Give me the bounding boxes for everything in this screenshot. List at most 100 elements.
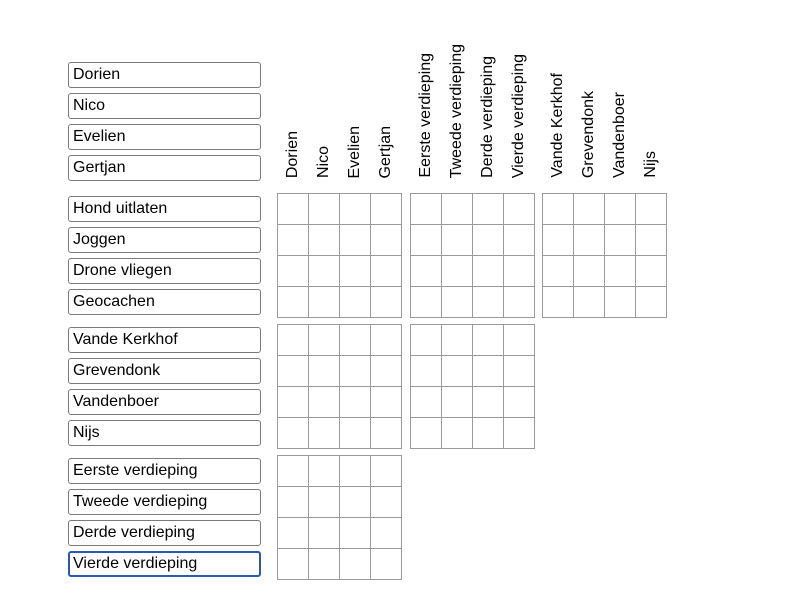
grid-cell[interactable] xyxy=(442,287,473,318)
grid-cell[interactable] xyxy=(411,287,442,318)
grid-cell[interactable] xyxy=(371,387,402,418)
grid-cell[interactable] xyxy=(504,387,535,418)
row-label-field[interactable]: Tweede verdieping xyxy=(68,489,261,515)
grid-cell[interactable] xyxy=(340,256,371,287)
grid-cell[interactable] xyxy=(574,194,605,225)
grid-cell[interactable] xyxy=(574,287,605,318)
grid-cell[interactable] xyxy=(442,256,473,287)
grid-cell[interactable] xyxy=(411,418,442,449)
grid-cell[interactable] xyxy=(473,418,504,449)
grid-cell[interactable] xyxy=(411,325,442,356)
row-label-field[interactable]: Evelien xyxy=(68,124,261,150)
grid-cell[interactable] xyxy=(473,287,504,318)
grid-cell[interactable] xyxy=(371,487,402,518)
grid-cell[interactable] xyxy=(442,356,473,387)
grid-cell[interactable] xyxy=(340,356,371,387)
grid-cell[interactable] xyxy=(605,256,636,287)
row-label-field[interactable]: Gertjan xyxy=(68,155,261,181)
grid-cell[interactable] xyxy=(278,194,309,225)
grid-cell[interactable] xyxy=(504,256,535,287)
row-label-field[interactable]: Dorien xyxy=(68,62,261,88)
row-label-field[interactable]: Joggen xyxy=(68,227,261,253)
grid-cell[interactable] xyxy=(543,287,574,318)
row-label-field[interactable]: Grevendonk xyxy=(68,358,261,384)
grid-cell[interactable] xyxy=(371,225,402,256)
grid-cell[interactable] xyxy=(442,387,473,418)
grid-cell[interactable] xyxy=(605,194,636,225)
grid-cell[interactable] xyxy=(411,194,442,225)
grid-cell[interactable] xyxy=(340,194,371,225)
grid-cell[interactable] xyxy=(371,194,402,225)
grid-cell[interactable] xyxy=(371,356,402,387)
grid-cell[interactable] xyxy=(309,549,340,580)
row-label-field[interactable]: Drone vliegen xyxy=(68,258,261,284)
grid-cell[interactable] xyxy=(636,225,667,256)
grid-cell[interactable] xyxy=(371,518,402,549)
grid-cell[interactable] xyxy=(340,287,371,318)
grid-cell[interactable] xyxy=(309,518,340,549)
grid-cell[interactable] xyxy=(278,356,309,387)
grid-cell[interactable] xyxy=(574,225,605,256)
grid-cell[interactable] xyxy=(411,356,442,387)
row-label-field[interactable]: Geocachen xyxy=(68,289,261,315)
grid-cell[interactable] xyxy=(442,325,473,356)
grid-cell[interactable] xyxy=(371,256,402,287)
grid-cell[interactable] xyxy=(340,487,371,518)
grid-cell[interactable] xyxy=(411,225,442,256)
grid-cell[interactable] xyxy=(504,356,535,387)
grid-cell[interactable] xyxy=(340,225,371,256)
grid-cell[interactable] xyxy=(473,387,504,418)
grid-cell[interactable] xyxy=(309,194,340,225)
grid-cell[interactable] xyxy=(340,325,371,356)
grid-cell[interactable] xyxy=(504,418,535,449)
row-label-field[interactable]: Vandenboer xyxy=(68,389,261,415)
grid-cell[interactable] xyxy=(473,256,504,287)
grid-cell[interactable] xyxy=(636,194,667,225)
grid-cell[interactable] xyxy=(309,456,340,487)
grid-cell[interactable] xyxy=(543,225,574,256)
grid-cell[interactable] xyxy=(442,418,473,449)
grid-cell[interactable] xyxy=(340,418,371,449)
grid-cell[interactable] xyxy=(371,325,402,356)
grid-cell[interactable] xyxy=(278,325,309,356)
grid-cell[interactable] xyxy=(309,287,340,318)
row-label-field[interactable]: Vande Kerkhof xyxy=(68,327,261,353)
grid-cell[interactable] xyxy=(309,356,340,387)
grid-cell[interactable] xyxy=(278,456,309,487)
grid-cell[interactable] xyxy=(411,387,442,418)
grid-cell[interactable] xyxy=(605,225,636,256)
grid-cell[interactable] xyxy=(278,487,309,518)
row-label-field[interactable]: Nico xyxy=(68,93,261,119)
grid-cell[interactable] xyxy=(574,256,605,287)
grid-cell[interactable] xyxy=(371,287,402,318)
grid-cell[interactable] xyxy=(278,225,309,256)
row-label-field[interactable]: Nijs xyxy=(68,420,261,446)
grid-cell[interactable] xyxy=(543,256,574,287)
grid-cell[interactable] xyxy=(371,418,402,449)
grid-cell[interactable] xyxy=(309,487,340,518)
grid-cell[interactable] xyxy=(278,256,309,287)
grid-cell[interactable] xyxy=(504,194,535,225)
grid-cell[interactable] xyxy=(340,387,371,418)
grid-cell[interactable] xyxy=(340,549,371,580)
grid-cell[interactable] xyxy=(278,387,309,418)
grid-cell[interactable] xyxy=(442,225,473,256)
grid-cell[interactable] xyxy=(278,287,309,318)
row-label-field[interactable]: Eerste verdieping xyxy=(68,458,261,484)
grid-cell[interactable] xyxy=(309,418,340,449)
grid-cell[interactable] xyxy=(473,225,504,256)
grid-cell[interactable] xyxy=(504,287,535,318)
row-label-field[interactable]: Vierde verdieping xyxy=(68,551,261,577)
grid-cell[interactable] xyxy=(504,325,535,356)
grid-cell[interactable] xyxy=(278,418,309,449)
grid-cell[interactable] xyxy=(309,387,340,418)
grid-cell[interactable] xyxy=(473,356,504,387)
grid-cell[interactable] xyxy=(411,256,442,287)
row-label-field[interactable]: Derde verdieping xyxy=(68,520,261,546)
grid-cell[interactable] xyxy=(371,549,402,580)
grid-cell[interactable] xyxy=(309,256,340,287)
grid-cell[interactable] xyxy=(543,194,574,225)
grid-cell[interactable] xyxy=(371,456,402,487)
grid-cell[interactable] xyxy=(636,256,667,287)
grid-cell[interactable] xyxy=(278,549,309,580)
